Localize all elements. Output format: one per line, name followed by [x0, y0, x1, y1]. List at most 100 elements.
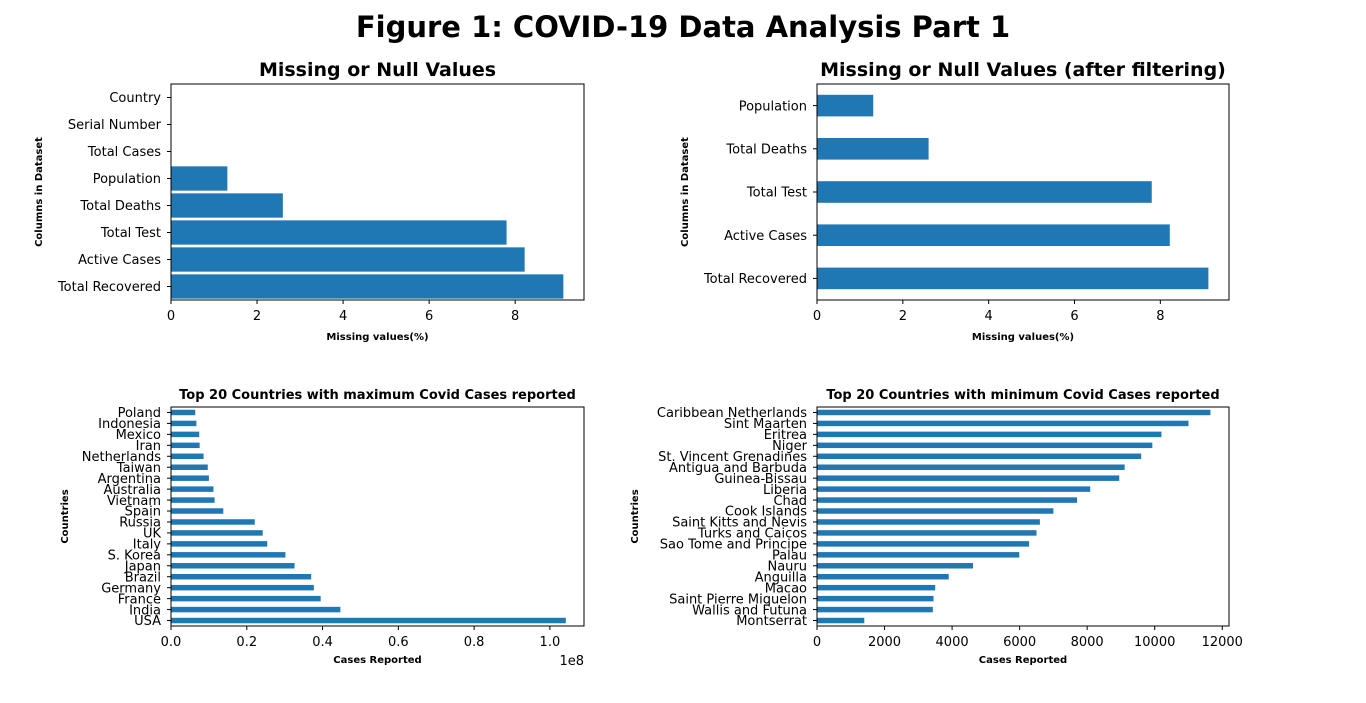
- x-axis-label: Cases Reported: [979, 655, 1067, 666]
- bar-niger: [817, 442, 1153, 449]
- x-tick-label: 12000: [1202, 635, 1243, 650]
- figure-title: Figure 1: COVID-19 Data Analysis Part 1: [356, 10, 1010, 44]
- bar-taiwan: [171, 464, 208, 470]
- bar-argentina: [171, 475, 209, 481]
- bar-vietnam: [171, 497, 215, 503]
- x-tick-label: 0: [167, 309, 175, 324]
- y-tick-label: St. Vincent Grenadines: [658, 450, 807, 465]
- bar-netherlands: [171, 453, 204, 460]
- y-tick-label: Poland: [118, 406, 161, 421]
- bar-australia: [171, 486, 214, 492]
- y-tick-label: USA: [134, 614, 161, 629]
- y-tick-label: Total Test: [100, 226, 161, 241]
- bar-saint-kitts-and-nevis: [817, 519, 1040, 525]
- bar-brazil: [171, 573, 312, 580]
- y-tick-label: Total Deaths: [79, 199, 161, 214]
- y-tick-label: Active Cases: [78, 253, 161, 268]
- x-tick-label: 4: [339, 309, 347, 324]
- y-tick-label: Sao Tome and Principe: [660, 538, 807, 553]
- y-tick-label: Mexico: [116, 428, 161, 443]
- bar-st-vincent-grenadines: [817, 453, 1142, 460]
- x-tick-label: 0.2: [236, 635, 257, 650]
- y-tick-label: Chad: [773, 494, 807, 509]
- y-axis-label: Columns in Dataset: [34, 137, 45, 247]
- bar-saint-pierre-miquelon: [817, 595, 934, 602]
- y-tick-label: Vietnam: [107, 494, 161, 509]
- y-tick-label: Total Cases: [87, 145, 161, 160]
- subplot-2: Total Recovered Active Cases Total Test Tot…: [680, 59, 1230, 343]
- bar-italy: [171, 541, 268, 547]
- y-tick-label: Australia: [103, 483, 161, 498]
- x-axis-label: Missing values(%): [326, 332, 428, 343]
- bar-macao: [817, 584, 936, 591]
- y-tick-label: Wallis and Futuna: [692, 603, 807, 618]
- bar-eritrea: [817, 431, 1162, 438]
- x-tick-label: 10000: [1134, 635, 1175, 650]
- bar-caribbean-netherlands: [817, 409, 1211, 416]
- bars: [171, 409, 566, 624]
- x-tick-label: 8000: [1071, 635, 1104, 650]
- bar-active-cases: [171, 247, 525, 272]
- bar-palau: [817, 552, 1020, 558]
- bars: [817, 94, 1209, 290]
- y-tick-label: Turks and Caicos: [697, 527, 807, 542]
- y-tick-label: Argentina: [98, 472, 161, 487]
- plot-frame: [816, 406, 1230, 627]
- x-tick-label: 0: [813, 635, 821, 650]
- bar-sao-tome-and-principe: [817, 541, 1030, 547]
- x-axis-label: Missing values(%): [972, 332, 1074, 343]
- y-tick-label: Caribbean Netherlands: [657, 406, 807, 421]
- bar-poland: [171, 409, 196, 416]
- y-tick-label: Population: [93, 172, 161, 187]
- bar-iran: [171, 442, 200, 449]
- x-tick-label: 1.0: [540, 635, 561, 650]
- y-tick-label: Saint Kitts and Nevis: [672, 516, 807, 531]
- subplots-group: Total Recovered Active Cases Total Test Tot…: [34, 59, 1243, 669]
- bar-liberia: [817, 486, 1091, 492]
- subplot-title: Missing or Null Values: [259, 59, 496, 81]
- x-tick-label: 4: [985, 309, 993, 324]
- y-tick-label: Spain: [125, 505, 161, 520]
- plot-frame: [170, 83, 585, 301]
- y-tick-label: S. Korea: [108, 549, 161, 564]
- bar-usa: [171, 617, 566, 624]
- x-axis-label: Cases Reported: [333, 655, 421, 666]
- y-tick-label: Cook Islands: [725, 505, 807, 520]
- y-tick-label: Guinea-Bissau: [714, 472, 807, 487]
- bar-mexico: [171, 431, 200, 438]
- y-tick-label: India: [129, 603, 161, 618]
- subplot-title: Top 20 Countries with minimum Covid Case…: [826, 388, 1219, 403]
- bars: [171, 166, 564, 299]
- bar-spain: [171, 508, 224, 514]
- y-tick-label: Active Cases: [724, 229, 807, 244]
- x-tick-label: 8: [511, 309, 519, 324]
- x-offset-text: 1e8: [559, 654, 584, 669]
- y-tick-label: Nauru: [767, 559, 807, 574]
- y-tick-label: Niger: [772, 439, 808, 454]
- bar-population: [817, 94, 874, 117]
- subplot-title: Missing or Null Values (after filtering): [820, 59, 1226, 81]
- bar-total-recovered: [171, 274, 564, 299]
- x-tick-label: 0.6: [388, 635, 409, 650]
- y-axis-label: Countries: [630, 489, 641, 543]
- y-tick-label: UK: [143, 527, 162, 542]
- bar-sint-maarten: [817, 420, 1189, 427]
- bar-montserrat: [817, 617, 865, 624]
- bar-total-deaths: [171, 193, 283, 218]
- y-tick-label: Total Recovered: [57, 280, 161, 295]
- y-tick-label: Italy: [133, 538, 162, 553]
- bar-total-deaths: [817, 138, 929, 160]
- bar-total-recovered: [817, 267, 1209, 290]
- bar-active-cases: [817, 224, 1170, 246]
- bar-total-test: [171, 220, 507, 245]
- x-tick-label: 4000: [936, 635, 969, 650]
- x-tick-label: 6: [425, 309, 433, 324]
- x-tick-label: 2: [899, 309, 907, 324]
- y-tick-label: Liberia: [763, 483, 807, 498]
- y-tick-label: Anguilla: [755, 570, 807, 585]
- bar-india: [171, 606, 341, 613]
- bar-wallis-and-futuna: [817, 606, 933, 613]
- bar-s-korea: [171, 552, 286, 558]
